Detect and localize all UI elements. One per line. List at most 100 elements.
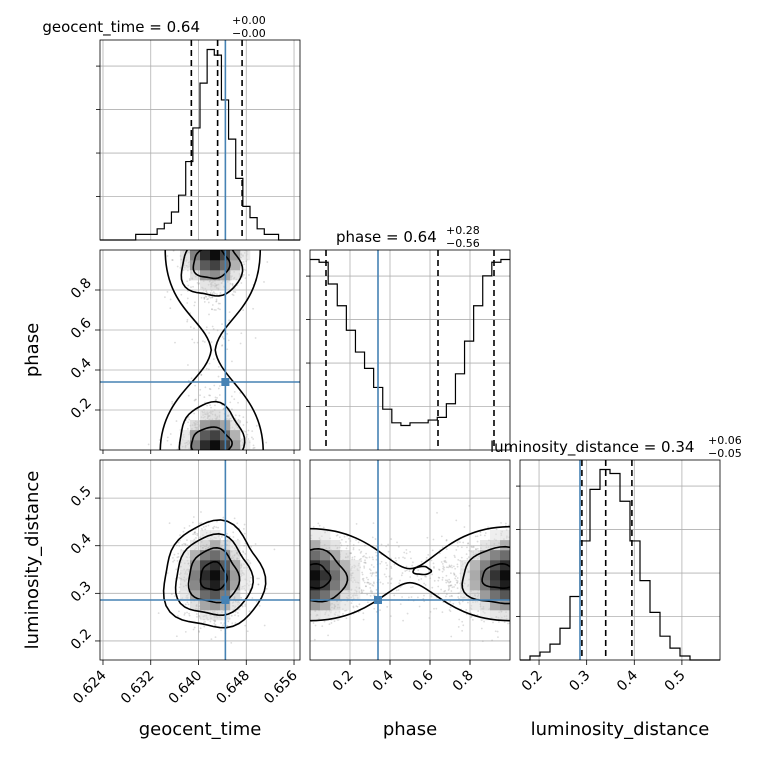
title-label-luminosity_distance: luminosity_distance = 0.34 <box>490 438 694 457</box>
sample-point <box>198 282 201 285</box>
sample-point <box>456 563 459 566</box>
density-bin <box>320 600 331 611</box>
sample-point <box>361 571 364 574</box>
sample-point <box>203 396 206 399</box>
density-bin <box>340 560 351 571</box>
density-bin <box>230 420 241 431</box>
sample-point <box>222 407 225 410</box>
sample-point <box>231 282 234 285</box>
contour-ld-geocent-1 <box>199 560 228 591</box>
sample-point <box>468 549 471 552</box>
sample-point <box>242 274 245 276</box>
density-bin <box>190 590 201 601</box>
sample-point <box>214 396 217 399</box>
sample-point <box>445 593 448 596</box>
sample-point <box>363 567 366 569</box>
sample-point <box>169 433 172 435</box>
sample-point <box>231 622 234 625</box>
sample-point <box>362 618 365 621</box>
sample-point <box>253 446 256 449</box>
sample-point <box>349 540 352 542</box>
density-bin <box>200 530 211 541</box>
sample-point <box>430 559 433 562</box>
sample-point <box>170 443 172 446</box>
sample-point <box>388 575 391 578</box>
sample-point <box>447 566 450 569</box>
sample-point <box>426 536 429 539</box>
sample-point <box>203 301 206 303</box>
sample-point <box>231 408 233 411</box>
sample-point <box>355 539 357 541</box>
sample-point <box>193 304 196 307</box>
sample-point <box>379 581 382 584</box>
density-bin <box>230 440 241 450</box>
sample-point <box>203 296 206 299</box>
sample-point <box>211 292 214 295</box>
grid-geocent_time <box>96 40 300 240</box>
sample-point <box>193 531 196 534</box>
density-bin <box>200 540 211 551</box>
sample-point <box>344 609 346 612</box>
sample-point <box>255 424 258 427</box>
density-bin <box>460 580 471 591</box>
sample-point <box>380 543 383 546</box>
density-bin <box>210 440 221 450</box>
sample-point <box>460 556 463 559</box>
sample-point <box>211 296 214 299</box>
sample-point <box>393 563 396 566</box>
sample-point <box>363 561 366 564</box>
sample-point <box>183 542 185 545</box>
sample-point <box>204 386 207 389</box>
sample-point <box>333 620 336 623</box>
sample-point <box>437 593 440 596</box>
density-bin <box>200 600 211 611</box>
title-sup-geocent_time: +0.00 <box>232 14 266 27</box>
sample-point <box>345 617 348 620</box>
sample-point <box>216 396 218 399</box>
sample-point <box>200 374 203 376</box>
sample-point <box>390 577 393 580</box>
sample-point <box>244 277 247 280</box>
density-bin <box>210 430 221 441</box>
density-bin <box>200 550 211 561</box>
density-bin <box>470 550 481 561</box>
sample-point <box>436 511 438 514</box>
ytick-label-phase-3: 0.8 <box>68 275 95 302</box>
sample-point <box>400 574 403 577</box>
density-bin <box>340 600 351 611</box>
sample-point <box>213 620 216 623</box>
density-bin <box>240 440 251 450</box>
sample-point <box>222 516 225 519</box>
density-bin <box>340 570 351 581</box>
title-phase: phase = 0.64 <box>336 228 437 246</box>
sample-point <box>453 554 456 557</box>
density-bin <box>190 250 201 261</box>
sample-point <box>443 590 446 593</box>
sample-point <box>237 401 239 404</box>
sample-point <box>174 341 176 344</box>
density-bin <box>240 570 251 581</box>
sample-point <box>222 624 224 627</box>
sample-point <box>449 584 452 587</box>
sample-point <box>323 620 326 623</box>
sample-point <box>365 585 367 588</box>
sample-point <box>395 589 398 592</box>
sample-point <box>191 338 194 341</box>
sample-point <box>458 601 461 604</box>
sample-point <box>256 577 259 580</box>
sample-point <box>244 553 247 555</box>
sample-point <box>200 296 203 299</box>
sample-point <box>475 548 477 550</box>
sample-point <box>450 635 453 638</box>
sample-point <box>346 544 349 547</box>
density-bin <box>320 530 331 541</box>
sample-point <box>371 592 373 595</box>
sample-point <box>178 544 181 547</box>
sample-point <box>213 525 216 528</box>
density-bin <box>350 570 361 581</box>
title-sub-phase: −0.56 <box>446 237 480 250</box>
density-bin <box>200 570 211 581</box>
sample-point <box>233 398 236 401</box>
sample-point <box>481 640 484 643</box>
hist-step-luminosity_distance <box>520 468 720 661</box>
